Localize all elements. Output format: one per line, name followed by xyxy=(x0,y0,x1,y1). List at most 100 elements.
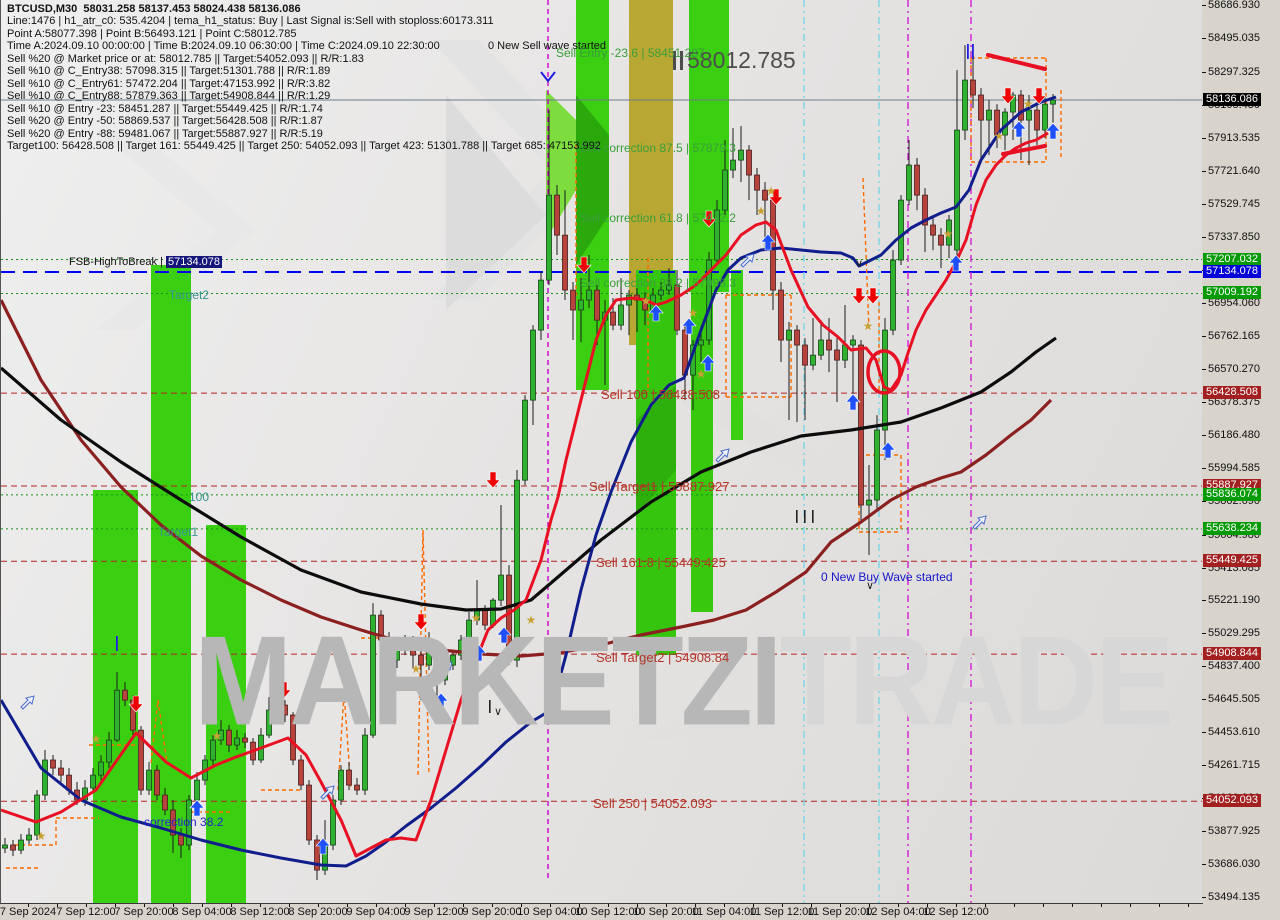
price-tick-label: 58297.325 xyxy=(1202,66,1260,79)
chart-annotation: correction 38.2 xyxy=(144,815,224,829)
candle-body xyxy=(210,739,216,761)
time-tick-mark xyxy=(173,904,174,907)
candle-body xyxy=(178,834,184,846)
star-icon: ★ xyxy=(696,367,707,381)
price-level-badge: 57207.032 xyxy=(1203,252,1261,266)
candle-body xyxy=(826,339,832,351)
time-tick-label: 10 Sep 04:00 xyxy=(517,906,583,918)
candle-body xyxy=(698,339,704,346)
count-tick-blue xyxy=(116,636,118,651)
price-tick-label: 56570.270 xyxy=(1202,362,1260,375)
candle-body xyxy=(138,729,144,791)
signal-band xyxy=(691,292,713,612)
price-tick-label: 53494.135 xyxy=(1202,891,1260,903)
star-icon: ★ xyxy=(756,204,767,218)
psar-trail xyxy=(862,177,870,331)
candle-body xyxy=(18,839,24,851)
candlestick-canvas[interactable]: ★ ★ ★ ★ ★ ★ ★ ★ ★ ★ ★ ★ ★ ★ ★ ★ ∨ ∨ ∨ xyxy=(1,0,1202,903)
hollow-arrow-icon xyxy=(740,253,755,268)
time-tick-mark xyxy=(260,904,261,907)
candle-body xyxy=(362,734,368,791)
price-tick-label: 57913.535 xyxy=(1202,132,1260,145)
candle-body xyxy=(762,189,768,201)
candle-body xyxy=(714,209,720,261)
price-tick-label: 56186.480 xyxy=(1202,428,1260,441)
star-icon: ★ xyxy=(411,662,422,676)
candle-body xyxy=(562,234,568,291)
buy-arrow-icon xyxy=(381,692,397,710)
candle-body xyxy=(106,739,112,763)
broker-watermark: MARKETZITRADE xyxy=(194,608,1174,755)
candle-body xyxy=(42,759,48,796)
candle-body xyxy=(962,79,968,131)
info-line: Sell %10 @ C_Entry38: 57098.315 || Targe… xyxy=(7,65,331,78)
candle-body xyxy=(34,794,40,836)
chart-annotation: 100 xyxy=(189,490,210,504)
candle-body xyxy=(26,834,32,841)
count-tick-blue xyxy=(967,44,969,59)
candle-body xyxy=(914,164,920,196)
candle-body xyxy=(346,769,352,786)
candle-body xyxy=(146,769,152,791)
price-tick-label: 53686.030 xyxy=(1202,858,1260,871)
candle-body xyxy=(194,779,200,801)
candle-body xyxy=(546,194,552,281)
hollow-arrow-icon xyxy=(972,515,987,530)
star-icon: ★ xyxy=(91,732,102,746)
bar-glyph xyxy=(680,51,683,70)
candle-body xyxy=(314,839,320,871)
time-tick-label: 8 Sep 04:00 xyxy=(172,906,232,918)
buy-arrow-icon xyxy=(471,644,487,662)
candle-body xyxy=(466,619,472,641)
time-tick-mark xyxy=(289,904,290,907)
price-tick-label: 54453.610 xyxy=(1202,726,1260,739)
vee-mark: ∨ xyxy=(494,706,502,718)
price-tick-label: 54645.505 xyxy=(1202,693,1260,706)
time-tick-mark xyxy=(666,904,667,907)
time-tick-label: 11 Sep 20:00 xyxy=(807,906,873,918)
sell-arrow-icon xyxy=(1000,87,1016,105)
price-tick-label: 57337.850 xyxy=(1202,231,1260,244)
time-tick-label: 8 Sep 20:00 xyxy=(288,906,348,918)
candle-body xyxy=(794,329,800,346)
fsb-high-to-break-label: FSB-HighToBreak | 57134.078 xyxy=(69,256,223,268)
chart-annotation: Sell 100 | 56428.508 xyxy=(601,387,721,402)
sell-arrow-icon xyxy=(865,287,881,305)
fsb-label-text: FSB-HighToBreak | xyxy=(69,256,167,268)
price-tick-label: 54837.400 xyxy=(1202,660,1260,673)
chart-annotation: 0 New Buy Wave started xyxy=(821,570,953,584)
candle-body xyxy=(274,704,280,711)
time-tick-mark xyxy=(840,904,841,907)
ma-line-darkred xyxy=(1,299,1053,658)
price-axis[interactable]: 58686.93058495.03558297.32558105.4305791… xyxy=(1202,0,1280,903)
count-tick xyxy=(489,700,491,713)
time-tick-label: 11 Sep 04:00 xyxy=(691,906,757,918)
candle-body xyxy=(570,289,576,311)
candle-body xyxy=(330,799,336,846)
candle-body xyxy=(738,149,744,161)
time-tick-label: 7 Sep 12:00 xyxy=(56,906,116,918)
star-icon: ★ xyxy=(36,829,47,843)
candle-body xyxy=(730,159,736,171)
candle-body xyxy=(834,349,840,361)
time-tick-mark xyxy=(318,904,319,907)
time-tick-mark xyxy=(202,904,203,907)
bg-wedge xyxy=(446,95,546,310)
price-tick-label: 57721.640 xyxy=(1202,165,1260,178)
price-level-badge: 56428.508 xyxy=(1203,386,1261,400)
price-level-badge: 54052.093 xyxy=(1203,794,1261,808)
candle-body xyxy=(290,714,296,761)
time-axis[interactable]: 7 Sep 2024 7 Sep 12:00 7 Sep 20:00 8 Sep 04… xyxy=(0,904,1280,920)
candle-body xyxy=(370,614,376,736)
candle-body xyxy=(170,809,176,836)
chart-plot-area[interactable]: ★ ★ ★ ★ ★ ★ ★ ★ ★ ★ ★ ★ ★ ★ ★ ★ ∨ ∨ ∨ MARKETZITRADE BTCUSD… xyxy=(0,0,1203,904)
time-tick-mark xyxy=(637,904,638,907)
chart-annotation: Target2 xyxy=(169,288,210,302)
price-tick-label: 55994.585 xyxy=(1202,461,1260,474)
candle-body xyxy=(234,737,240,746)
price-tick-label: 54261.715 xyxy=(1202,759,1260,772)
vee-mark: ∨ xyxy=(866,580,874,592)
info-line: BTCUSD,M30 58031.258 58137.453 58024.438… xyxy=(7,3,301,15)
buy-arrow-icon xyxy=(433,692,449,710)
star-icon: ★ xyxy=(641,294,652,308)
